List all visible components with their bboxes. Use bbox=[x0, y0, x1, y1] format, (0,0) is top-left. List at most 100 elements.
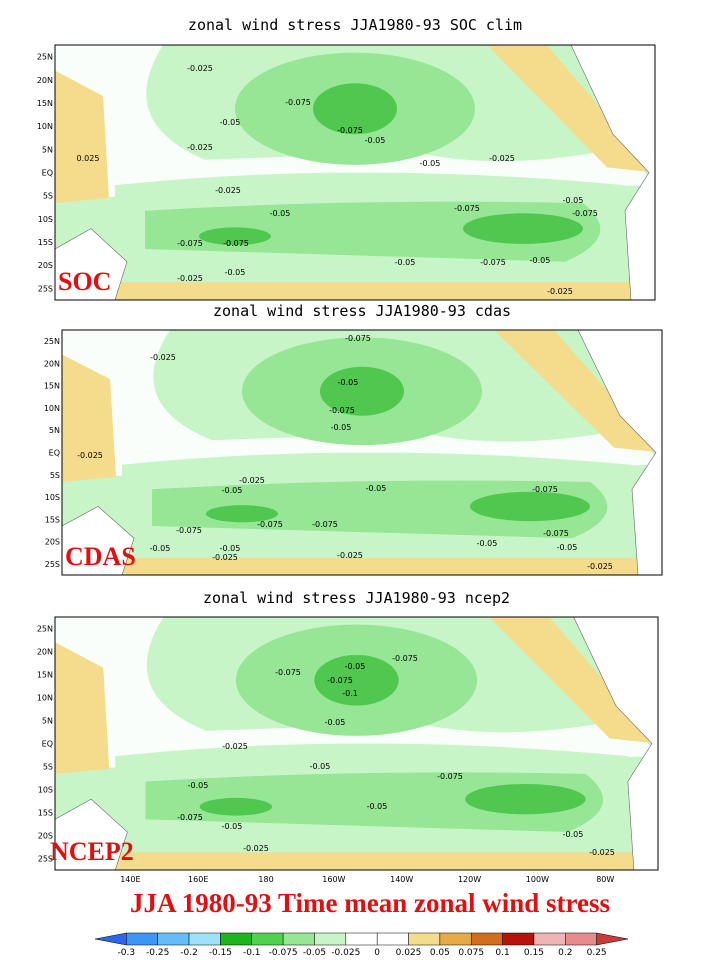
lat-label: 15N bbox=[44, 382, 60, 391]
south-core bbox=[465, 783, 586, 815]
colorbar-label: -0.15 bbox=[209, 948, 232, 958]
lat-label: 15S bbox=[38, 238, 53, 247]
contour-label: -0.05 bbox=[310, 762, 331, 771]
lat-label: 5S bbox=[43, 763, 53, 772]
contour-label: -0.025 bbox=[215, 186, 241, 195]
contour-label: -0.075 bbox=[312, 520, 338, 529]
map bbox=[55, 617, 658, 870]
panel-label: NCEP2 bbox=[50, 837, 134, 866]
south-core-w bbox=[199, 227, 271, 246]
colorbar-label: -0.075 bbox=[269, 948, 298, 958]
lat-label: EQ bbox=[42, 740, 53, 749]
map bbox=[62, 330, 662, 575]
south-core bbox=[470, 491, 590, 522]
south-core-w bbox=[206, 505, 278, 523]
colorbar-label: -0.1 bbox=[243, 948, 261, 958]
contour-label: -0.05 bbox=[270, 209, 291, 218]
contour-label: -0.05 bbox=[222, 486, 243, 495]
white-zone bbox=[62, 330, 662, 477]
contour-label: -0.075 bbox=[454, 204, 480, 213]
lat-label: EQ bbox=[42, 169, 53, 178]
lon-label: 80W bbox=[596, 875, 614, 884]
colorbar-label: 0.05 bbox=[430, 948, 450, 958]
contour-label: -0.05 bbox=[420, 159, 441, 168]
colorbar-cell bbox=[439, 932, 472, 946]
lat-label: 10N bbox=[37, 122, 53, 131]
contour-label: -0.075 bbox=[543, 529, 569, 538]
contour-label: -0.075 bbox=[532, 485, 558, 494]
west-pos bbox=[55, 642, 110, 774]
colorbar-label: 0.25 bbox=[587, 948, 607, 958]
colorbar-cell bbox=[345, 932, 378, 946]
east-pos bbox=[489, 617, 658, 744]
contour-label: -0.075 bbox=[177, 813, 203, 822]
colorbar-cell bbox=[157, 932, 190, 946]
contour-label: -0.075 bbox=[177, 239, 203, 248]
lon-label: 160E bbox=[188, 875, 208, 884]
contour-label: -0.025 bbox=[243, 844, 269, 853]
map-frame bbox=[54, 44, 656, 301]
contour-label: -0.075 bbox=[285, 98, 311, 107]
contour-label: -0.05 bbox=[220, 118, 241, 127]
colorbar-cell bbox=[533, 932, 566, 946]
lat-label: 15S bbox=[38, 809, 53, 818]
contour-label: -0.05 bbox=[557, 543, 578, 552]
contour-label: -0.075 bbox=[223, 239, 249, 248]
contour-label: -0.075 bbox=[275, 668, 301, 677]
lat-label: 15S bbox=[45, 515, 60, 524]
lat-label: 10S bbox=[45, 493, 60, 502]
west-pos bbox=[55, 70, 109, 204]
contour-label: -0.025 bbox=[239, 476, 265, 485]
colorbar-label: 0.2 bbox=[558, 948, 572, 958]
contour-label: -0.05 bbox=[331, 423, 352, 432]
contour-label: 0.025 bbox=[77, 154, 100, 163]
south-core-w bbox=[199, 797, 273, 816]
lat-label: 20S bbox=[38, 832, 53, 841]
lat-label: 25N bbox=[37, 625, 53, 634]
contour-label: -0.05 bbox=[366, 484, 387, 493]
lat-label: 20N bbox=[37, 76, 53, 85]
lat-label: 5N bbox=[42, 145, 53, 154]
contour-label: -0.025 bbox=[212, 553, 238, 562]
land-east bbox=[570, 45, 655, 300]
contour-label: -0.1 bbox=[342, 689, 358, 698]
lon-label: 160W bbox=[322, 875, 345, 884]
lon-label: 140W bbox=[390, 875, 413, 884]
contour-label: -0.05 bbox=[150, 544, 171, 553]
lat-label: 25N bbox=[37, 53, 53, 62]
map bbox=[55, 45, 655, 300]
core bbox=[320, 366, 404, 416]
panel-label: SOC bbox=[58, 267, 111, 296]
contour-label: -0.05 bbox=[395, 258, 416, 267]
contour-label: -0.025 bbox=[222, 742, 248, 751]
contour-label: -0.075 bbox=[337, 126, 363, 135]
contour-label: -0.025 bbox=[547, 287, 573, 296]
colorbar-label: -0.25 bbox=[146, 948, 169, 958]
contour-label: -0.075 bbox=[257, 520, 283, 529]
contour-label: -0.025 bbox=[489, 154, 515, 163]
contour-label: -0.05 bbox=[563, 196, 584, 205]
colorbar-cell bbox=[188, 932, 221, 946]
map-frame bbox=[54, 616, 659, 871]
lat-label: 20N bbox=[44, 359, 60, 368]
panel-label: CDAS bbox=[65, 542, 136, 571]
lat-label: 15N bbox=[37, 671, 53, 680]
panel-title: zonal wind stress JJA1980-93 SOC clim bbox=[188, 16, 522, 34]
colorbar-cell bbox=[376, 932, 409, 946]
contour-label: -0.025 bbox=[187, 143, 213, 152]
colorbar-label: 0.075 bbox=[458, 948, 484, 958]
colorbar-cell bbox=[502, 932, 535, 946]
colorbar-label: 0.15 bbox=[524, 948, 544, 958]
contour-label: -0.075 bbox=[176, 526, 202, 535]
land-west bbox=[55, 228, 128, 300]
land-east bbox=[577, 330, 662, 575]
contour-label: -0.025 bbox=[177, 274, 203, 283]
colorbar-cell bbox=[251, 932, 284, 946]
colorbar-label: 0.1 bbox=[495, 948, 509, 958]
contour-label: -0.025 bbox=[150, 353, 176, 362]
contour-label: -0.025 bbox=[337, 551, 363, 560]
lat-label: 25N bbox=[44, 337, 60, 346]
lon-label: 100W bbox=[526, 875, 549, 884]
